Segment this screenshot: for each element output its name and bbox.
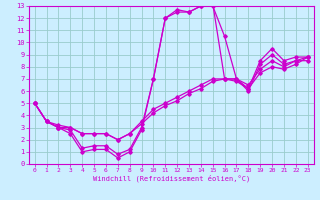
X-axis label: Windchill (Refroidissement éolien,°C): Windchill (Refroidissement éolien,°C)	[92, 175, 250, 182]
